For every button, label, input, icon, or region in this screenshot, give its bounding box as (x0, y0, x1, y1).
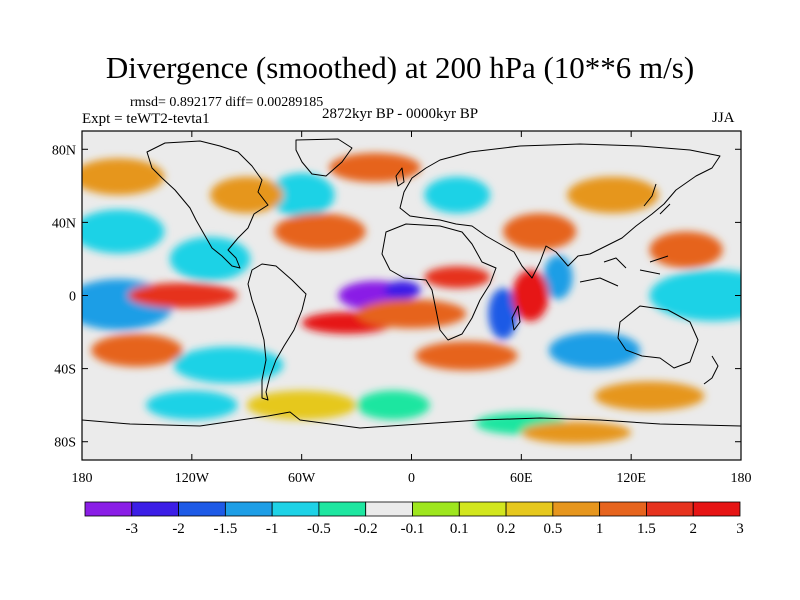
divergence-feature-30 (594, 381, 705, 411)
colorbar-swatch (646, 501, 694, 517)
colorbar-swatch (84, 501, 133, 517)
coastline-japan (643, 183, 671, 215)
colorbar-swatch (599, 501, 647, 517)
divergence-feature-1 (384, 280, 421, 300)
divergence-feature-29 (82, 158, 165, 195)
divergence-feature-25 (415, 341, 518, 371)
divergence-feature-31 (246, 390, 357, 420)
lat-label: 0 (69, 290, 76, 305)
experiment-label: Expt = teWT2-tevta1 (82, 111, 210, 127)
colorbar-swatch (271, 501, 320, 517)
colorbar-swatch (692, 501, 741, 517)
colorbar-swatch (458, 501, 507, 517)
divergence-feature-23 (649, 231, 723, 269)
divergence-feature-27 (210, 176, 284, 214)
lon-label: 60W (288, 471, 316, 486)
divergence-feature-5 (649, 269, 741, 322)
divergence-feature-28 (567, 176, 659, 214)
lon-label: 120E (616, 471, 646, 486)
colorbar-label: -3 (126, 521, 139, 537)
divergence-feature-7 (488, 288, 518, 340)
divergence-feature-19 (127, 282, 238, 309)
chart-title: Divergence (smoothed) at 200 hPa (10**6 … (105, 50, 695, 85)
colorbar-label: -1.5 (213, 521, 237, 537)
coastline-greenland (295, 138, 353, 177)
coastline-british-isles (395, 167, 405, 187)
lat-label: 80N (52, 143, 76, 158)
colorbar-swatch (178, 501, 226, 517)
time-period-label: 2872kyr BP - 0000kyr BP (322, 106, 479, 122)
colorbar-label: 3 (736, 521, 744, 537)
lon-label: 60E (510, 471, 533, 486)
season-label: JJA (712, 110, 735, 126)
coastline-north-america (146, 140, 269, 269)
divergence-feature-33 (356, 390, 430, 420)
divergence-feature-11 (173, 346, 284, 384)
divergence-feature-22 (274, 213, 366, 250)
colorbar-label: -1 (266, 521, 279, 537)
divergence-feature-14 (146, 390, 238, 420)
divergence-feature-12 (268, 173, 335, 217)
colorbar: -3 -2 -1.5 -1 -0.5 -0.2 -0.1 0.1 0.2 0.5 1 1.5 2 3 (84, 501, 744, 537)
colorbar-label: -0.5 (307, 521, 331, 537)
colorbar-swatch (131, 501, 179, 517)
colorbar-label: 1 (596, 521, 604, 537)
coastline-eurasia (399, 143, 721, 279)
coastline-africa (381, 223, 497, 341)
divergence-feature-26 (329, 152, 421, 183)
colorbar-label: 1.5 (637, 521, 656, 537)
divergence-feature-20 (356, 299, 467, 329)
colorbar-swatch (412, 501, 460, 517)
lon-label: 180 (72, 471, 93, 486)
divergence-feature-21 (503, 213, 577, 250)
divergence-feature-32 (521, 421, 632, 444)
coastline-new-zealand (703, 355, 719, 385)
colorbar-label: -2 (172, 521, 185, 537)
divergence-feature-8 (548, 332, 641, 369)
lat-label: 40N (52, 216, 76, 231)
colorbar-label: 0.5 (543, 521, 562, 537)
divergence-feature-9 (169, 237, 251, 281)
divergence-field (82, 152, 741, 444)
divergence-feature-10 (82, 209, 165, 254)
coastline-south-america (247, 263, 307, 401)
lon-label: 120W (175, 471, 210, 486)
lon-label: 180 (731, 471, 752, 486)
lat-label: 40S (54, 363, 76, 378)
coastline-australia (617, 305, 699, 369)
coastline-antarctica (82, 411, 741, 429)
colorbar-swatch (224, 501, 273, 517)
colorbar-label: -0.1 (401, 521, 425, 537)
coastline-madagascar (511, 305, 521, 331)
divergence-feature-18 (424, 266, 491, 289)
colorbar-swatch (552, 501, 601, 517)
coastline-indonesia (579, 255, 669, 287)
rmsd-diff-stats: rmsd= 0.892177 diff= 0.00289185 (130, 95, 324, 110)
divergence-feature-6 (543, 255, 573, 300)
colorbar-label: 2 (689, 521, 697, 537)
colorbar-label: 0.2 (497, 521, 516, 537)
lon-label: 0 (408, 471, 415, 486)
colorbar-label: -0.2 (354, 521, 378, 537)
lat-label: 80S (54, 436, 76, 451)
colorbar-swatch (318, 501, 367, 517)
colorbar-swatch (365, 501, 413, 517)
divergence-feature-24 (91, 333, 183, 367)
divergence-feature-13 (424, 176, 491, 214)
divergence-feature-16 (512, 269, 549, 322)
coastlines (82, 138, 741, 429)
colorbar-label: 0.1 (450, 521, 469, 537)
colorbar-swatch (505, 501, 554, 517)
